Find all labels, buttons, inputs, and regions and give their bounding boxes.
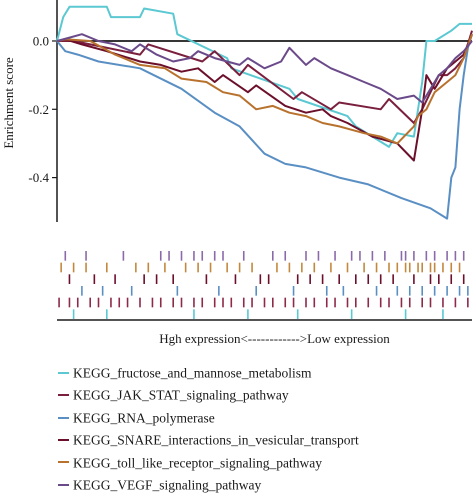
legend-label: KEGG_VEGF_signaling_pathway <box>73 477 262 493</box>
enrichment-lines <box>56 5 473 220</box>
legend-swatch <box>58 461 69 464</box>
series-line-5 <box>56 33 473 145</box>
legend-swatch <box>58 416 69 419</box>
series-line-4 <box>56 33 473 162</box>
series-line-2 <box>57 30 473 124</box>
axes <box>56 0 472 321</box>
legend-swatch <box>58 394 69 397</box>
gsea-chart: 0.0 -0.2 -0.4 Enrichment score Hgh express… <box>1 0 473 346</box>
series-line-6 <box>56 33 473 104</box>
series-line-3 <box>56 33 473 220</box>
legend-label: KEGG_JAK_STAT_signaling_pathway <box>73 388 289 404</box>
legend-swatch <box>58 371 69 374</box>
legend-label: KEGG_RNA_polymerase <box>73 410 215 426</box>
legend-item: KEGG_JAK_STAT_signaling_pathway <box>58 384 468 406</box>
legend-swatch <box>58 439 69 442</box>
y-axis-title: Enrichment score <box>1 57 16 149</box>
hit-rug <box>58 251 469 319</box>
y-tick-label: -0.2 <box>28 102 49 117</box>
legend-item: KEGG_RNA_polymerase <box>58 407 468 429</box>
legend-label: KEGG_toll_like_receptor_signaling_pathwa… <box>73 455 322 471</box>
legend-label: KEGG_SNARE_interactions_in_vesicular_tra… <box>73 432 359 448</box>
legend: KEGG_fructose_and_mannose_metabolism KEGG… <box>58 362 468 496</box>
y-ticks: 0.0 -0.2 -0.4 <box>28 33 57 185</box>
y-tick-label: -0.4 <box>28 170 49 185</box>
x-axis-title: Hgh expression<------------>Low expressi… <box>159 331 390 346</box>
series-line-1 <box>56 5 472 148</box>
legend-swatch <box>58 483 69 486</box>
legend-item: KEGG_fructose_and_mannose_metabolism <box>58 362 468 384</box>
legend-label: KEGG_fructose_and_mannose_metabolism <box>73 365 312 381</box>
legend-item: KEGG_VEGF_signaling_pathway <box>58 474 468 496</box>
legend-item: KEGG_toll_like_receptor_signaling_pathwa… <box>58 452 468 474</box>
legend-item: KEGG_SNARE_interactions_in_vesicular_tra… <box>58 429 468 451</box>
y-tick-label: 0.0 <box>33 33 49 48</box>
